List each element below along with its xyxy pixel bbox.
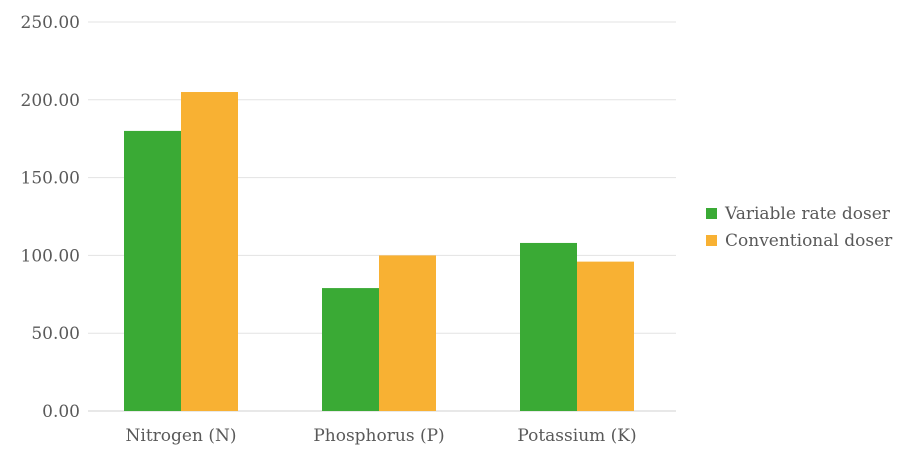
bars — [124, 92, 634, 412]
legend-label: Conventional doser — [725, 231, 893, 251]
y-tick-label: 50.00 — [31, 324, 80, 344]
axes: 0.00 50.00 100.00 150.00 200.00 250.00 Nitroge… — [21, 13, 637, 446]
x-category-label: Nitrogen (N) — [126, 426, 237, 446]
bar-variable-rate-1 — [322, 288, 379, 411]
x-category-label: Phosphorus (P) — [313, 426, 444, 446]
bar-conventional-1 — [379, 255, 436, 411]
bar-variable-rate-2 — [520, 242, 577, 411]
legend-label: Variable rate doser — [724, 204, 891, 224]
bar-conventional-0 — [181, 92, 238, 412]
y-tick-label: 150.00 — [21, 169, 80, 189]
legend-swatch — [706, 208, 717, 219]
legend-swatch — [706, 235, 717, 246]
bar-variable-rate-0 — [124, 130, 181, 412]
y-tick-label: 0.00 — [42, 402, 80, 422]
x-category-label: Potassium (K) — [517, 426, 636, 446]
y-tick-label: 250.00 — [21, 13, 80, 33]
y-tick-label: 100.00 — [21, 246, 80, 266]
y-tick-label: 200.00 — [21, 91, 80, 111]
legend: Variable rate doser Conventional doser — [706, 204, 893, 251]
bar-conventional-2 — [577, 261, 634, 411]
